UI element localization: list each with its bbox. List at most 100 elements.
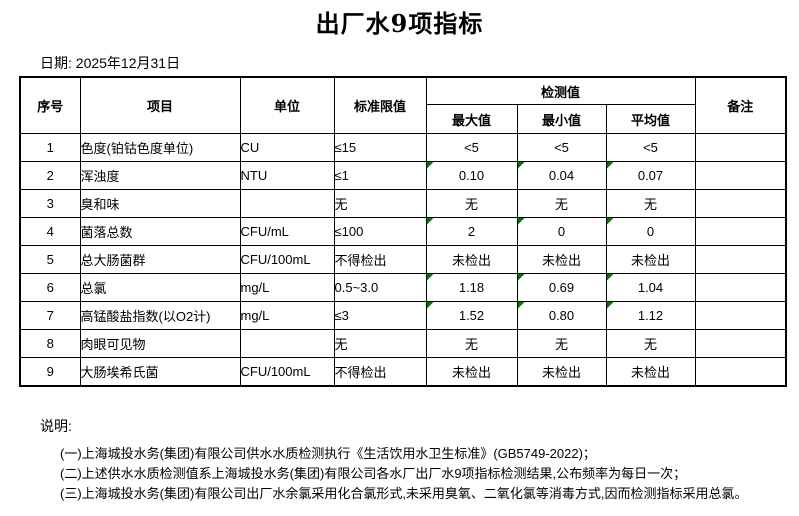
cell-text: 高锰酸盐指数(以O2计) <box>80 309 211 324</box>
excel-flag-triangle-icon <box>427 162 434 169</box>
cell-text: CFU/mL <box>240 224 289 239</box>
cell-limit: 无 <box>333 329 427 358</box>
cell-avg: 1.12 <box>605 301 696 330</box>
cell-item: 菌落总数 <box>79 217 241 246</box>
cell-seq: 7 <box>19 301 81 330</box>
table-row: 5 总大肠菌群 CFU/100mL 不得检出 未检出 未检出 未检出 <box>19 245 787 274</box>
excel-flag-triangle-icon <box>518 218 525 225</box>
table-body: 1 色度(铂钴色度单位) CU ≤15 <5 <5 <5 2 浑浊度 NTU ≤1 0.10 0.04 0… <box>19 133 787 386</box>
table-row: 6 总氯 mg/L 0.5~3.0 1.18 0.69 1.04 <box>19 273 787 302</box>
cell-text: CFU/100mL <box>240 252 311 267</box>
cell-limit: 不得检出 <box>333 357 427 386</box>
cell-text: 0.04 <box>548 168 575 183</box>
cell-text: 1.18 <box>458 280 485 295</box>
cell-max: 无 <box>425 329 518 358</box>
cell-max: 未检出 <box>425 245 518 274</box>
cell-seq: 9 <box>19 357 81 386</box>
cell-unit: CFU/100mL <box>239 357 335 386</box>
cell-text: 总氯 <box>80 281 107 296</box>
cell-item: 肉眼可见物 <box>79 329 241 358</box>
cell-seq: 5 <box>19 245 81 274</box>
table-row: 2 浑浊度 NTU ≤1 0.10 0.04 0.07 <box>19 161 787 190</box>
cell-max: 1.52 <box>425 301 518 330</box>
excel-flag-triangle-icon <box>607 274 614 281</box>
cell-seq: 2 <box>19 161 81 190</box>
note-item: (二)上述供水水质检测值系上海城投水务(集团)有限公司各水厂出厂水9项指标检测结… <box>60 466 687 481</box>
cell-min: 0.69 <box>516 273 607 302</box>
page-title: 出厂水9项指标 <box>315 9 484 38</box>
cell-remark <box>694 189 787 218</box>
cell-text: 未检出 <box>541 364 581 380</box>
cell-text: ≤100 <box>334 224 364 239</box>
cell-text: 总大肠菌群 <box>80 253 146 268</box>
cell-text: 无 <box>643 337 657 352</box>
cell-text: 0.80 <box>548 308 575 323</box>
cell-seq: 8 <box>19 329 81 358</box>
cell-seq: 4 <box>19 217 81 246</box>
cell-min: 未检出 <box>516 245 607 274</box>
cell-seq: 3 <box>19 189 81 218</box>
cell-text: 无 <box>464 337 478 352</box>
cell-text: <5 <box>464 140 479 155</box>
cell-remark <box>694 273 787 302</box>
table-row: 3 臭和味 无 无 无 无 <box>19 189 787 218</box>
cell-unit: CFU/100mL <box>239 245 335 274</box>
cell-text: 大肠埃希氏菌 <box>80 364 159 380</box>
cell-item: 总大肠菌群 <box>79 245 241 274</box>
col-header-seq: 序号 <box>19 76 81 134</box>
cell-text: 0.69 <box>548 280 575 295</box>
cell-min: <5 <box>516 133 607 162</box>
excel-flag-triangle-icon <box>518 162 525 169</box>
table-row: 7 高锰酸盐指数(以O2计) mg/L ≤3 1.52 0.80 1.12 <box>19 301 787 330</box>
cell-text: 无 <box>334 197 348 212</box>
cell-remark <box>694 329 787 358</box>
cell-text: 9 <box>46 363 54 379</box>
cell-unit <box>239 189 335 218</box>
cell-seq: 1 <box>19 133 81 162</box>
col-header-min: 最小值 <box>516 104 607 134</box>
cell-text: 2 <box>467 224 476 239</box>
cell-min: 0.04 <box>516 161 607 190</box>
col-header-limit: 标准限值 <box>333 76 427 134</box>
cell-text: 4 <box>46 224 54 239</box>
cell-remark <box>694 357 787 386</box>
cell-limit: 不得检出 <box>333 245 427 274</box>
cell-remark <box>694 161 787 190</box>
cell-avg: 0.07 <box>605 161 696 190</box>
cell-text: 0.5~3.0 <box>334 280 379 295</box>
cell-text: 色度(铂钴色度单位) <box>80 141 194 156</box>
cell-text: NTU <box>240 168 268 183</box>
cell-text: 未检出 <box>630 253 670 268</box>
cell-text: 无 <box>334 337 348 352</box>
cell-text: 无 <box>554 197 568 212</box>
cell-text: 不得检出 <box>334 253 387 268</box>
table-row: 4 菌落总数 CFU/mL ≤100 2 0 0 <box>19 217 787 246</box>
cell-text: 浑浊度 <box>80 169 120 184</box>
cell-text: 3 <box>46 196 54 211</box>
cell-limit: ≤100 <box>333 217 427 246</box>
date-label: 日期: 2025年12月31日 <box>40 55 181 71</box>
cell-avg: 1.04 <box>605 273 696 302</box>
cell-limit: ≤3 <box>333 301 427 330</box>
cell-seq: 6 <box>19 273 81 302</box>
cell-max: <5 <box>425 133 518 162</box>
cell-item: 浑浊度 <box>79 161 241 190</box>
cell-text: <5 <box>554 140 569 155</box>
cell-item: 色度(铂钴色度单位) <box>79 133 241 162</box>
cell-unit: NTU <box>239 161 335 190</box>
excel-flag-triangle-icon <box>607 162 614 169</box>
cell-text: 7 <box>46 308 54 323</box>
cell-text: ≤1 <box>334 168 349 183</box>
cell-text: 未检出 <box>451 253 491 268</box>
cell-text: 肉眼可见物 <box>80 337 146 352</box>
indicators-table: 序号 项目 单位 标准限值 检测值 备注 最大值 最小值 平均值 1 色度(铂钴色… <box>19 76 787 387</box>
excel-flag-triangle-icon <box>607 218 614 225</box>
col-header-max: 最大值 <box>425 104 518 134</box>
cell-text: 未检出 <box>630 364 670 380</box>
col-header-avg: 平均值 <box>605 104 696 134</box>
table-row: 9 大肠埃希氏菌 CFU/100mL 不得检出 未检出 未检出 未检出 <box>19 357 787 386</box>
cell-avg: 无 <box>605 189 696 218</box>
cell-text: 0 <box>557 224 566 239</box>
cell-text: 无 <box>464 197 478 212</box>
cell-remark <box>694 133 787 162</box>
